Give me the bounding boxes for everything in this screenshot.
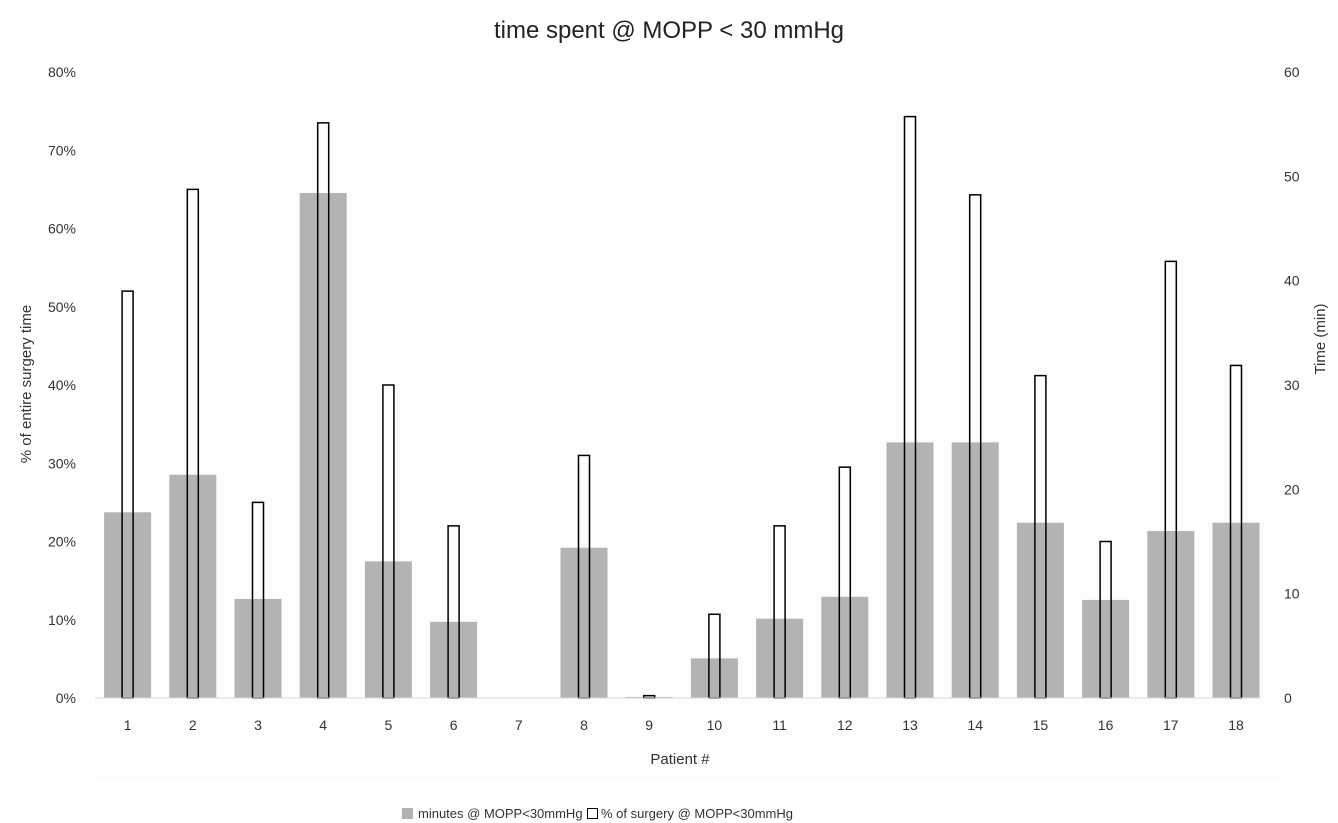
x-tick-label: 7	[515, 717, 523, 733]
x-axis-title: Patient #	[650, 751, 710, 768]
left-tick-label: 60%	[48, 221, 76, 237]
bar-minutes	[169, 474, 217, 698]
bar-minutes	[756, 618, 804, 698]
bar-minutes	[951, 442, 999, 698]
left-tick-label: 10%	[48, 612, 76, 628]
bar-minutes	[234, 598, 282, 698]
bar-minutes	[1212, 522, 1260, 698]
x-tick-label: 4	[319, 717, 327, 733]
right-tick-label: 50	[1284, 168, 1300, 184]
right-tick-label: 20	[1284, 481, 1300, 497]
left-axis-ticks: 0% 10% 20% 30% 40% 50% 60% 70% 80%	[48, 64, 76, 706]
bar-minutes	[104, 512, 152, 698]
legend-swatch-minutes	[402, 808, 413, 819]
x-tick-label: 6	[450, 717, 458, 733]
x-tick-label: 1	[124, 717, 132, 733]
right-tick-label: 60	[1284, 64, 1300, 80]
right-tick-label: 40	[1284, 273, 1300, 289]
bar-minutes	[886, 442, 934, 698]
x-tick-label: 2	[189, 717, 197, 733]
x-tick-label: 9	[645, 717, 653, 733]
bar-minutes	[1016, 522, 1064, 698]
bar-minutes	[1082, 599, 1130, 698]
x-tick-label: 13	[902, 717, 918, 733]
left-tick-label: 0%	[56, 690, 76, 706]
bar-minutes	[364, 561, 412, 698]
x-axis-ticks: 1 2 3 4 5 6 7 8 9 10 11 12 13 14 15 16 17 18	[124, 717, 1244, 733]
left-tick-label: 80%	[48, 64, 76, 80]
chart-title: time spent @ MOPP < 30 mmHg	[494, 17, 844, 44]
x-tick-label: 11	[772, 717, 787, 733]
legend: minutes @ MOPP<30mmHg % of surgery @ MOP…	[402, 806, 793, 821]
bar-minutes	[690, 658, 738, 698]
series-minutes-bars	[104, 193, 1260, 698]
left-tick-label: 20%	[48, 534, 76, 550]
right-axis-title: Time (min)	[1312, 303, 1329, 374]
x-tick-label: 12	[837, 717, 853, 733]
x-tick-label: 16	[1098, 717, 1114, 733]
right-axis-ticks: 0 10 20 30 40 50 60	[1284, 64, 1300, 706]
x-tick-label: 5	[385, 717, 393, 733]
legend-label-minutes: minutes @ MOPP<30mmHg	[418, 806, 583, 821]
legend-label-percent: % of surgery @ MOPP<30mmHg	[601, 806, 793, 821]
right-tick-label: 30	[1284, 377, 1300, 393]
x-tick-label: 3	[254, 717, 262, 733]
left-tick-label: 70%	[48, 142, 76, 158]
x-tick-label: 15	[1033, 717, 1049, 733]
left-tick-label: 30%	[48, 455, 76, 471]
left-tick-label: 40%	[48, 377, 76, 393]
x-tick-label: 8	[580, 717, 588, 733]
bar-minutes	[560, 547, 608, 698]
legend-swatch-percent	[587, 808, 598, 819]
bar-minutes	[299, 193, 347, 698]
bar-minutes	[1147, 531, 1195, 698]
x-tick-label: 14	[967, 717, 983, 733]
right-tick-label: 10	[1284, 586, 1300, 602]
x-tick-label: 17	[1163, 717, 1179, 733]
left-axis-title: % of entire surgery time	[18, 305, 35, 463]
x-tick-label: 18	[1228, 717, 1244, 733]
bar-minutes	[821, 596, 869, 698]
left-tick-label: 50%	[48, 299, 76, 315]
x-tick-label: 10	[707, 717, 723, 733]
right-tick-label: 0	[1284, 690, 1292, 706]
bar-minutes	[430, 621, 478, 698]
